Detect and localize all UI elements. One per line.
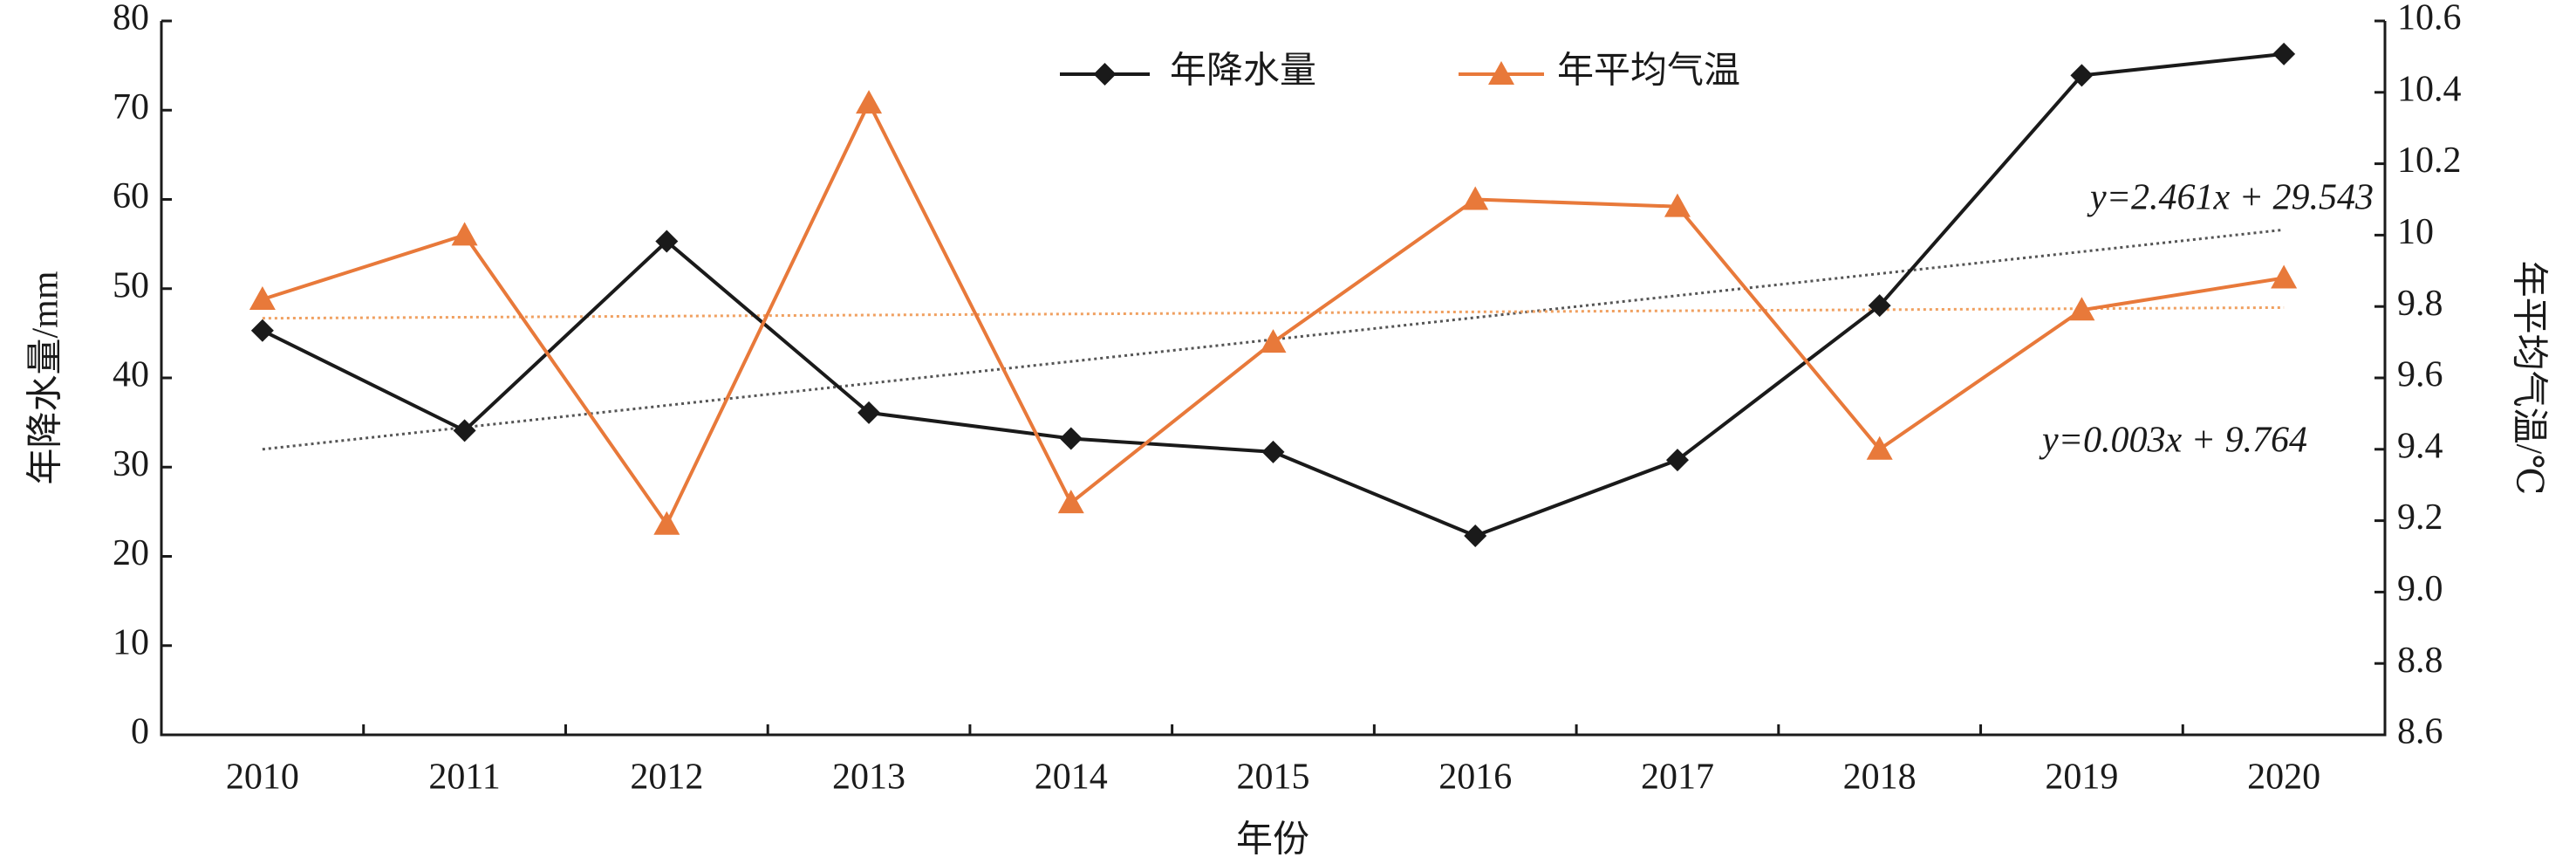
legend-marker xyxy=(1093,63,1117,86)
y2-tick-label: 9.8 xyxy=(2397,284,2443,324)
y2-tick-label: 10 xyxy=(2397,212,2434,252)
data-point xyxy=(2272,42,2296,65)
y2-tick-label: 10.2 xyxy=(2397,141,2462,181)
legend-label: 年降水量 xyxy=(1170,51,1316,92)
y2-tick-label: 10.6 xyxy=(2397,0,2462,38)
data-point xyxy=(1665,449,1689,472)
data-point xyxy=(653,511,680,535)
legend-marker xyxy=(1488,61,1514,85)
y-tick-label: 30 xyxy=(113,444,149,484)
x-axis-label: 年份 xyxy=(1236,819,1309,861)
data-point xyxy=(1868,294,1891,318)
y-tick-label: 50 xyxy=(113,265,149,305)
data-point xyxy=(250,319,274,342)
data-point xyxy=(1059,427,1083,450)
data-point xyxy=(249,286,276,311)
y-tick-label: 40 xyxy=(113,355,149,395)
data-point xyxy=(2271,264,2298,289)
y2-tick-label: 9.2 xyxy=(2397,497,2443,538)
x-tick-label: 2012 xyxy=(630,758,703,798)
data-point xyxy=(856,90,883,114)
y-tick-label: 10 xyxy=(113,622,149,662)
y-axis-label: 年降水量/mm xyxy=(25,271,66,484)
x-tick-label: 2020 xyxy=(2247,758,2320,798)
axis-frame xyxy=(160,21,2387,737)
x-tick-label: 2015 xyxy=(1237,758,1310,798)
data-point xyxy=(2068,297,2095,321)
x-tick-label: 2016 xyxy=(1438,758,1512,798)
x-tick-label: 2014 xyxy=(1035,758,1108,798)
y-tick-label: 20 xyxy=(113,533,149,573)
x-tick-label: 2018 xyxy=(1843,758,1917,798)
y2-tick-label: 10.4 xyxy=(2397,69,2462,109)
x-tick-label: 2010 xyxy=(226,758,299,798)
data-point xyxy=(1464,524,1487,547)
trend-line xyxy=(262,305,2285,320)
x-tick-label: 2013 xyxy=(832,758,905,798)
y2-axis-label: 年平均气温/℃ xyxy=(2508,261,2549,496)
data-point xyxy=(858,401,881,424)
data-point xyxy=(453,419,476,442)
data-point xyxy=(1664,193,1691,217)
y-tick-label: 80 xyxy=(113,0,149,38)
y2-tick-label: 8.8 xyxy=(2397,641,2443,681)
data-point xyxy=(1866,435,1893,460)
data-point xyxy=(655,230,679,253)
trend-equation: y=0.003x + 9.764 xyxy=(2039,421,2307,461)
y2-tick-label: 9.6 xyxy=(2397,355,2443,395)
x-tick-label: 2011 xyxy=(428,758,500,798)
data-point xyxy=(1261,440,1285,463)
x-tick-label: 2017 xyxy=(1641,758,1714,798)
y2-tick-label: 9.4 xyxy=(2397,426,2443,466)
x-tick-label: 2019 xyxy=(2045,758,2118,798)
data-point xyxy=(1260,329,1287,353)
data-point xyxy=(1462,186,1489,210)
y2-tick-label: 8.6 xyxy=(2397,712,2443,752)
data-point xyxy=(1057,490,1084,514)
trend-equation: y=2.461x + 29.543 xyxy=(2087,178,2374,218)
legend-label: 年平均气温 xyxy=(1557,51,1740,92)
y-tick-label: 0 xyxy=(131,712,149,752)
y-tick-label: 60 xyxy=(113,176,149,216)
series-line xyxy=(261,51,2285,538)
data-point xyxy=(451,222,478,246)
y-tick-label: 70 xyxy=(113,87,149,127)
data-point xyxy=(2070,64,2094,87)
y2-tick-label: 9.0 xyxy=(2397,569,2443,609)
